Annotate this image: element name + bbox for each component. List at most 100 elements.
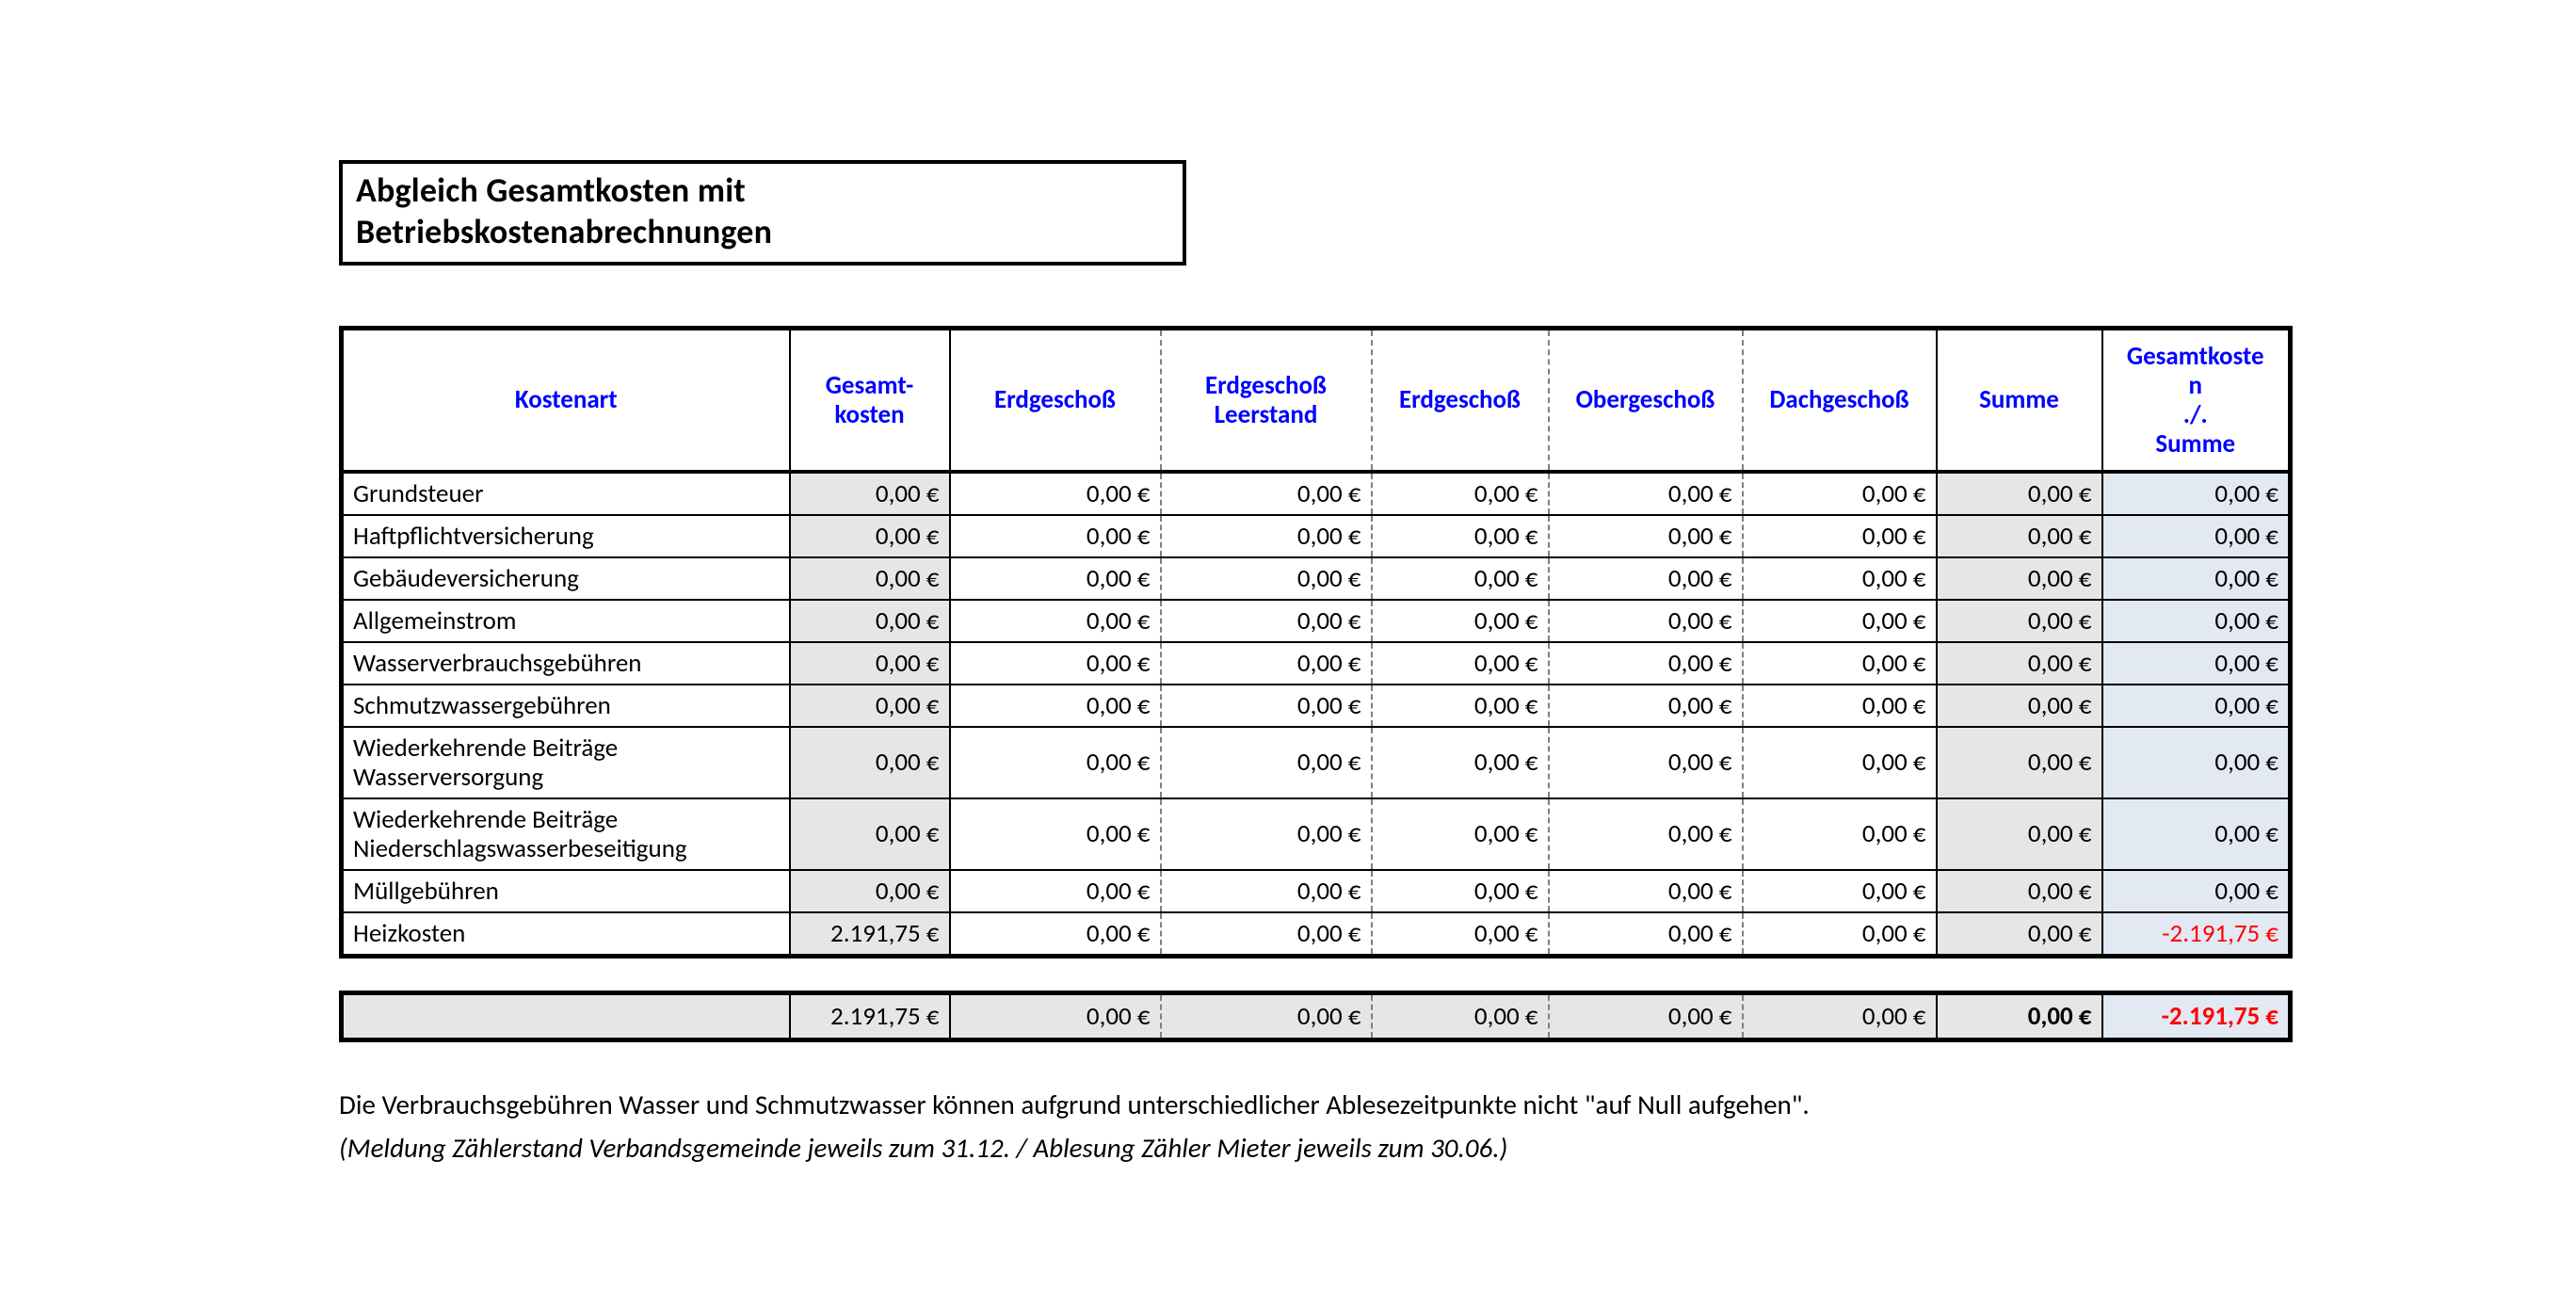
cell-og: 0,00 € — [1549, 727, 1743, 798]
cell-eg1: 0,00 € — [950, 727, 1161, 798]
cell-gesamtkosten: 0,00 € — [790, 515, 950, 557]
cell-gesamtkosten: 0,00 € — [790, 557, 950, 600]
cell-eg1: 0,00 € — [950, 472, 1161, 515]
cell-eg2: 0,00 € — [1161, 798, 1372, 870]
cell-eg2: 0,00 € — [1161, 870, 1372, 912]
cell-gesamtkosten: 0,00 € — [790, 685, 950, 727]
cost-table: Kostenart Gesamt-kosten Erdgeschoß Erdge… — [339, 326, 2293, 959]
totals-sum: 0,00 € — [1937, 993, 2102, 1040]
cell-dg: 0,00 € — [1743, 912, 1937, 957]
cell-eg3: 0,00 € — [1372, 798, 1549, 870]
cell-eg2: 0,00 € — [1161, 642, 1372, 685]
col-header-eg3: Erdgeschoß — [1372, 329, 1549, 472]
col-header-summe: Summe — [1937, 329, 2102, 472]
cell-dg: 0,00 € — [1743, 472, 1937, 515]
cell-gesamtkosten: 0,00 € — [790, 798, 950, 870]
cell-eg2: 0,00 € — [1161, 600, 1372, 642]
page-title: Abgleich Gesamtkosten mit Betriebskosten… — [339, 160, 1186, 266]
cell-eg1: 0,00 € — [950, 642, 1161, 685]
cell-og: 0,00 € — [1549, 472, 1743, 515]
table-row: Grundsteuer0,00 €0,00 €0,00 €0,00 €0,00 … — [342, 472, 2291, 515]
col-header-og: Obergeschoß — [1549, 329, 1743, 472]
cell-kostenart: Wiederkehrende Beiträge Niederschlagswas… — [342, 798, 790, 870]
cell-summe: 0,00 € — [1937, 912, 2102, 957]
cell-eg3: 0,00 € — [1372, 515, 1549, 557]
cell-eg3: 0,00 € — [1372, 870, 1549, 912]
cell-gesamtkosten: 0,00 € — [790, 727, 950, 798]
cell-og: 0,00 € — [1549, 557, 1743, 600]
cell-gesamtkosten: 0,00 € — [790, 472, 950, 515]
cell-diff: 0,00 € — [2102, 557, 2291, 600]
cell-summe: 0,00 € — [1937, 798, 2102, 870]
cell-eg1: 0,00 € — [950, 870, 1161, 912]
totals-table: 2.191,75 € 0,00 € 0,00 € 0,00 € 0,00 € 0… — [339, 991, 2293, 1042]
table-row: Gebäudeversicherung0,00 €0,00 €0,00 €0,0… — [342, 557, 2291, 600]
cell-eg3: 0,00 € — [1372, 472, 1549, 515]
cell-eg2: 0,00 € — [1161, 515, 1372, 557]
cell-eg1: 0,00 € — [950, 600, 1161, 642]
cell-eg3: 0,00 € — [1372, 642, 1549, 685]
cell-og: 0,00 € — [1549, 912, 1743, 957]
table-row: Heizkosten2.191,75 €0,00 €0,00 €0,00 €0,… — [342, 912, 2291, 957]
cell-dg: 0,00 € — [1743, 685, 1937, 727]
cell-og: 0,00 € — [1549, 870, 1743, 912]
table-row: Müllgebühren0,00 €0,00 €0,00 €0,00 €0,00… — [342, 870, 2291, 912]
cell-og: 0,00 € — [1549, 515, 1743, 557]
cell-kostenart: Haftpflichtversicherung — [342, 515, 790, 557]
cell-eg1: 0,00 € — [950, 798, 1161, 870]
cell-eg3: 0,00 € — [1372, 557, 1549, 600]
table-row: Wiederkehrende Beiträge Niederschlagswas… — [342, 798, 2291, 870]
cell-summe: 0,00 € — [1937, 600, 2102, 642]
totals-dg: 0,00 € — [1743, 993, 1937, 1040]
cell-eg1: 0,00 € — [950, 557, 1161, 600]
cell-diff: 0,00 € — [2102, 870, 2291, 912]
cell-diff: 0,00 € — [2102, 600, 2291, 642]
cell-kostenart: Allgemeinstrom — [342, 600, 790, 642]
totals-diff: -2.191,75 € — [2102, 993, 2291, 1040]
cell-diff: 0,00 € — [2102, 472, 2291, 515]
table-row: Wasserverbrauchsgebühren0,00 €0,00 €0,00… — [342, 642, 2291, 685]
col-header-gesamtkosten: Gesamt-kosten — [790, 329, 950, 472]
cell-eg2: 0,00 € — [1161, 557, 1372, 600]
table-row: Haftpflichtversicherung0,00 €0,00 €0,00 … — [342, 515, 2291, 557]
cell-eg1: 0,00 € — [950, 515, 1161, 557]
totals-eg3: 0,00 € — [1372, 993, 1549, 1040]
cell-og: 0,00 € — [1549, 685, 1743, 727]
cell-dg: 0,00 € — [1743, 870, 1937, 912]
cell-dg: 0,00 € — [1743, 600, 1937, 642]
cell-summe: 0,00 € — [1937, 557, 2102, 600]
totals-og: 0,00 € — [1549, 993, 1743, 1040]
cell-diff: 0,00 € — [2102, 798, 2291, 870]
footnote-1: Die Verbrauchsgebühren Wasser und Schmut… — [339, 1088, 2288, 1121]
cell-gesamtkosten: 0,00 € — [790, 870, 950, 912]
col-header-kostenart: Kostenart — [342, 329, 790, 472]
cell-dg: 0,00 € — [1743, 727, 1937, 798]
col-header-dg: Dachgeschoß — [1743, 329, 1937, 472]
cell-kostenart: Wasserverbrauchsgebühren — [342, 642, 790, 685]
cell-eg2: 0,00 € — [1161, 912, 1372, 957]
table-row: Wiederkehrende Beiträge Wasserversorgung… — [342, 727, 2291, 798]
cell-kostenart: Müllgebühren — [342, 870, 790, 912]
cell-dg: 0,00 € — [1743, 557, 1937, 600]
cell-gesamtkosten: 0,00 € — [790, 600, 950, 642]
col-header-diff: Gesamtkosten./.Summe — [2102, 329, 2291, 472]
totals-eg2: 0,00 € — [1161, 993, 1372, 1040]
cell-summe: 0,00 € — [1937, 515, 2102, 557]
cell-kostenart: Gebäudeversicherung — [342, 557, 790, 600]
totals-gk: 2.191,75 € — [790, 993, 950, 1040]
cell-eg2: 0,00 € — [1161, 727, 1372, 798]
cell-diff: 0,00 € — [2102, 727, 2291, 798]
cell-summe: 0,00 € — [1937, 870, 2102, 912]
page: Abgleich Gesamtkosten mit Betriebskosten… — [339, 160, 2288, 1165]
table-header-row: Kostenart Gesamt-kosten Erdgeschoß Erdge… — [342, 329, 2291, 472]
cell-summe: 0,00 € — [1937, 642, 2102, 685]
cell-dg: 0,00 € — [1743, 798, 1937, 870]
cell-eg1: 0,00 € — [950, 685, 1161, 727]
cell-og: 0,00 € — [1549, 600, 1743, 642]
table-row: Allgemeinstrom0,00 €0,00 €0,00 €0,00 €0,… — [342, 600, 2291, 642]
cell-eg2: 0,00 € — [1161, 472, 1372, 515]
cell-diff: 0,00 € — [2102, 515, 2291, 557]
cell-summe: 0,00 € — [1937, 685, 2102, 727]
cell-kostenart: Schmutzwassergebühren — [342, 685, 790, 727]
cell-kostenart: Grundsteuer — [342, 472, 790, 515]
